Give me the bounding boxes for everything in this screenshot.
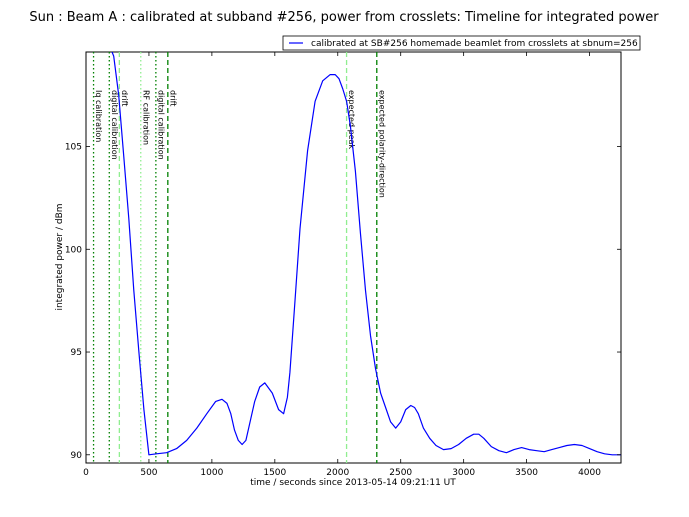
annotation-label: expected peak (347, 90, 356, 149)
chart-title: Sun : Beam A : calibrated at subband #25… (29, 10, 659, 25)
x-tick-label: 2000 (326, 468, 349, 478)
series-layer (111, 52, 621, 456)
y-axis-label: integrated power / dBm (55, 203, 65, 310)
x-axis-ticks: 0 500 1000 1500 2000 2500 3000 3500 4000 (83, 52, 601, 478)
x-tick-label: 3500 (515, 468, 538, 478)
series-line (111, 52, 621, 456)
x-tick-label: 4000 (578, 468, 601, 478)
x-tick-label: 500 (140, 468, 157, 478)
y-axis-ticks: 90 95 100 105 (65, 143, 621, 461)
x-tick-label: 1500 (263, 468, 286, 478)
x-tick-label: 2500 (389, 468, 412, 478)
annotation-label: Iq calibration (94, 90, 103, 142)
y-tick-label: 105 (65, 143, 82, 153)
annotation-label: drift (168, 90, 177, 106)
annotation-label: digital calibration (110, 90, 119, 160)
y-tick-label: 95 (71, 348, 82, 358)
legend-label: calibrated at SB#256 homemade beamlet fr… (311, 39, 638, 49)
x-tick-label: 0 (83, 468, 89, 478)
annotation-label: expected polarity-direction (377, 90, 386, 198)
legend-box (282, 35, 641, 51)
annotation-label: drift (120, 90, 129, 106)
annotation-label: digital calibration (156, 90, 165, 160)
annotation-label: RF calibration (141, 90, 150, 145)
x-tick-label: 3000 (452, 468, 475, 478)
y-tick-label: 100 (65, 245, 82, 255)
plot-area (85, 51, 622, 464)
annotation-layer: Iq calibration digital calibration drift RF… (92, 52, 386, 463)
x-axis-label: time / seconds since 2013-05-14 09:21:11… (250, 478, 456, 488)
y-tick-label: 90 (71, 451, 83, 461)
x-tick-label: 1000 (200, 468, 223, 478)
legend: calibrated at SB#256 homemade beamlet fr… (282, 35, 641, 51)
